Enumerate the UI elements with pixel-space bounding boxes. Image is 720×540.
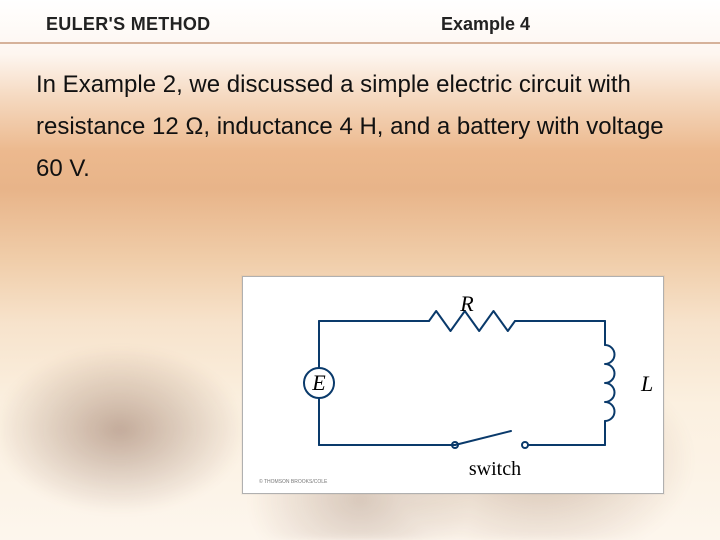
source-label: E	[311, 370, 326, 395]
header-title-right: Example 4	[441, 14, 530, 35]
body-paragraph: In Example 2, we discussed a simple elec…	[36, 64, 684, 190]
inductor-label: L	[640, 371, 653, 396]
copyright-mark: © THOMSON BROOKS/COLE	[259, 478, 328, 485]
circuit-figure-frame: R E L switch © THOMSON BROOKS/COLE	[242, 276, 664, 494]
resistor-label: R	[459, 291, 474, 316]
switch-label: switch	[469, 458, 521, 480]
header-title-left: EULER'S METHOD	[46, 14, 211, 35]
circuit-diagram: R E L switch © THOMSON BROOKS/COLE	[249, 283, 659, 489]
circuit-figure: R E L switch © THOMSON BROOKS/COLE	[249, 283, 657, 487]
header-divider	[0, 42, 720, 44]
slide-header: EULER'S METHOD Example 4	[0, 10, 720, 38]
